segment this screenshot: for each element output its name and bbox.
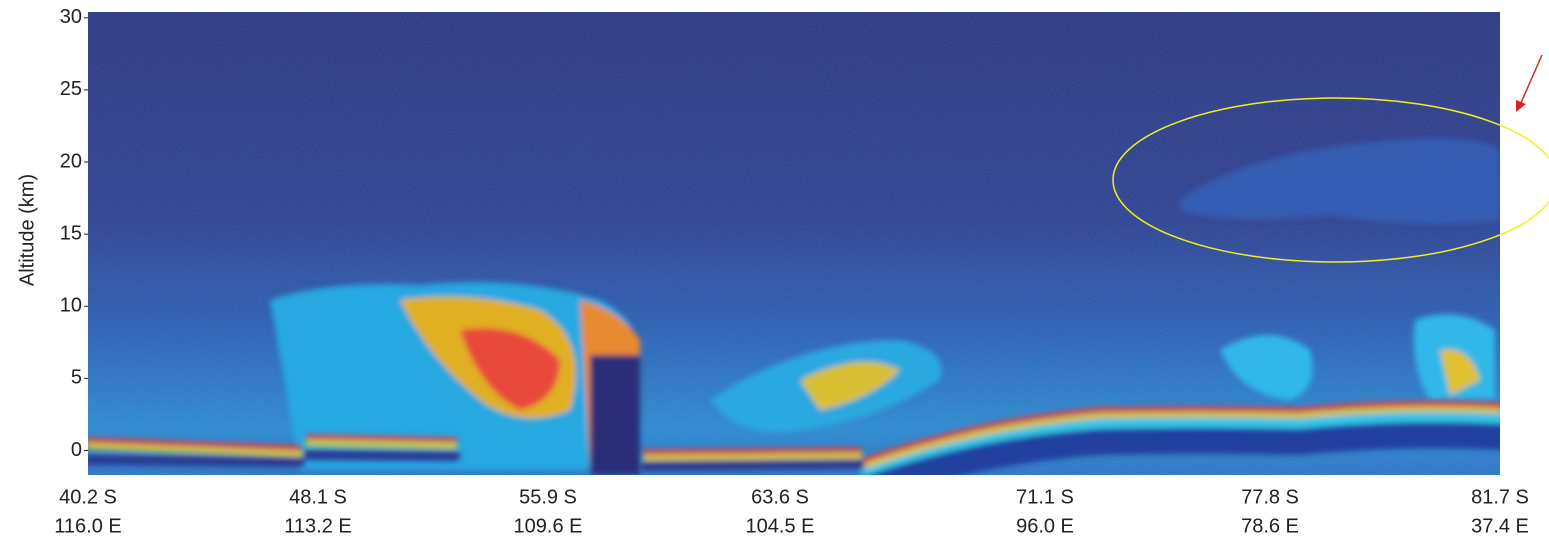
y-tick-label: 5 xyxy=(71,367,82,389)
x-tick-lat: 71.1 S xyxy=(1016,486,1074,508)
x-tick-lon: 113.2 E xyxy=(284,515,351,537)
y-tick-label: 20 xyxy=(60,150,82,172)
y-tick-label: 0 xyxy=(71,439,82,461)
x-tick-lon: 109.6 E xyxy=(514,515,583,537)
y-tick-label: 10 xyxy=(60,295,82,317)
arrow-head xyxy=(1516,100,1526,112)
x-tick-lat: 48.1 S xyxy=(289,486,347,508)
x-tick-lon: 37.4 E xyxy=(1471,515,1529,537)
y-axis-label: Altitude (km) xyxy=(16,174,38,286)
x-tick-lat: 63.6 S xyxy=(751,486,809,508)
x-tick-lon: 116.0 E xyxy=(54,515,121,537)
x-tick-lon: 104.5 E xyxy=(746,515,815,537)
x-tick-lat: 81.7 S xyxy=(1471,486,1529,508)
x-tick-lat: 40.2 S xyxy=(59,486,117,508)
lidar-curtain xyxy=(88,12,1500,475)
y-tick-label: 15 xyxy=(60,222,82,244)
x-tick-lon: 96.0 E xyxy=(1016,515,1074,537)
x-tick-lat: 55.9 S xyxy=(519,486,577,508)
x-tick-lon: 78.6 E xyxy=(1241,515,1299,537)
highlight-ellipse xyxy=(1112,97,1549,263)
arrow xyxy=(1519,54,1543,106)
y-tick-label: 30 xyxy=(60,6,82,28)
x-tick-lat: 77.8 S xyxy=(1241,486,1299,508)
y-tick-label: 25 xyxy=(60,78,82,100)
